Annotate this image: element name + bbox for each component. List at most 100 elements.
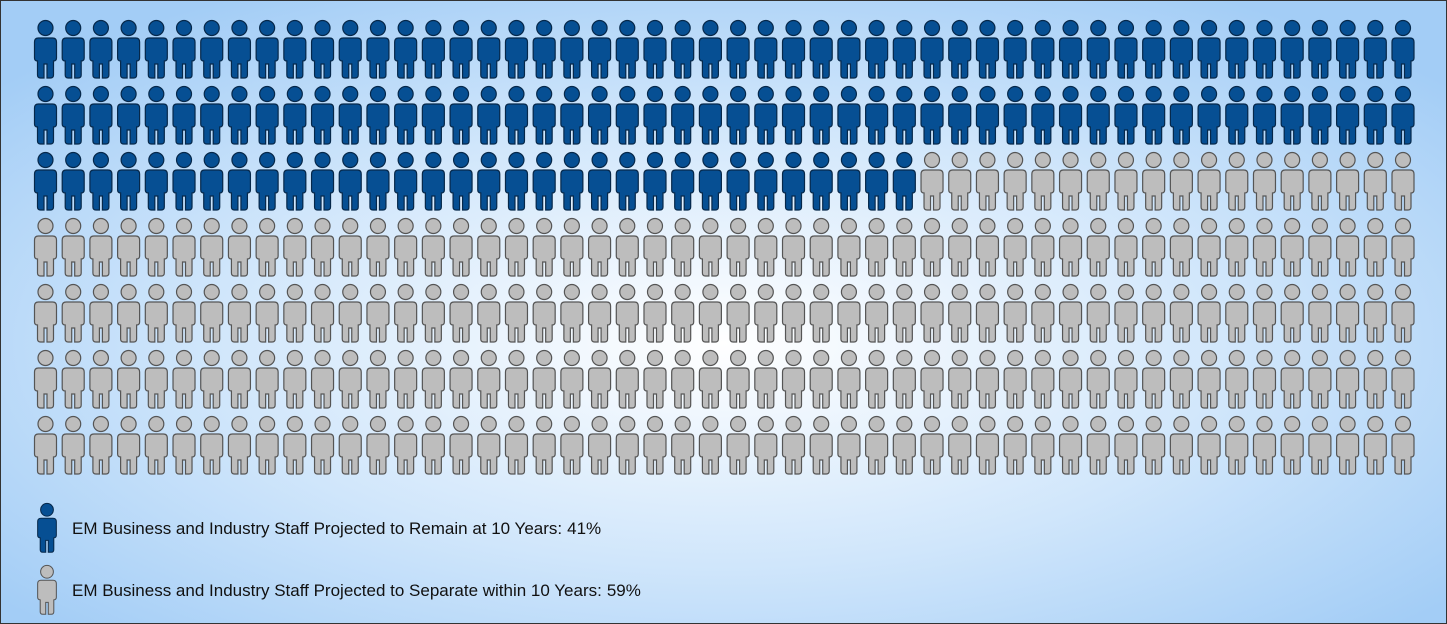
icon-head bbox=[120, 415, 137, 433]
icon-body bbox=[726, 301, 750, 343]
person-icon bbox=[117, 349, 141, 409]
person-icon bbox=[338, 283, 362, 343]
icon-body bbox=[172, 37, 196, 79]
icon-body bbox=[975, 235, 1000, 277]
icon-body bbox=[1335, 37, 1360, 79]
person-icon bbox=[1280, 19, 1304, 79]
icon-head bbox=[175, 349, 193, 367]
icon-head bbox=[951, 349, 968, 367]
person-icon bbox=[1058, 85, 1083, 145]
person-icon bbox=[698, 217, 722, 277]
icon-head bbox=[730, 415, 747, 433]
icon-head bbox=[397, 151, 414, 169]
icon-body bbox=[754, 235, 778, 277]
icon-head bbox=[452, 19, 470, 37]
icon-head bbox=[730, 85, 747, 103]
icon-body bbox=[1114, 103, 1138, 145]
icon-body bbox=[1391, 367, 1415, 409]
person-icon bbox=[255, 151, 279, 211]
icon-head bbox=[1145, 349, 1162, 367]
person-icon bbox=[643, 415, 667, 475]
person-icon bbox=[1086, 217, 1110, 277]
icon-body bbox=[1114, 37, 1138, 79]
icon-head bbox=[536, 349, 553, 367]
person-icon bbox=[1280, 85, 1304, 145]
icon-head bbox=[1367, 217, 1384, 235]
icon-body bbox=[1363, 169, 1387, 211]
icon-head bbox=[92, 283, 110, 301]
icon-body bbox=[1280, 367, 1304, 409]
person-icon bbox=[504, 85, 529, 145]
icon-head bbox=[286, 151, 303, 169]
person-icon bbox=[560, 283, 584, 343]
icon-body bbox=[615, 301, 639, 343]
person-icon bbox=[504, 151, 529, 211]
icon-head bbox=[591, 85, 608, 103]
person-icon bbox=[1335, 85, 1360, 145]
icon-body bbox=[504, 367, 529, 409]
icon-body bbox=[1031, 235, 1055, 277]
person-icon bbox=[781, 349, 806, 409]
person-icon bbox=[37, 502, 57, 553]
icon-body bbox=[920, 235, 944, 277]
person-icon bbox=[587, 349, 612, 409]
icon-body bbox=[1169, 169, 1193, 211]
person-icon bbox=[1086, 19, 1110, 79]
icon-body bbox=[504, 433, 529, 475]
icon-body bbox=[366, 367, 390, 409]
person-icon bbox=[310, 85, 335, 145]
icon-head bbox=[536, 283, 553, 301]
icon-head bbox=[1145, 85, 1162, 103]
person-icon bbox=[671, 19, 695, 79]
person-icon bbox=[394, 349, 418, 409]
person-icon bbox=[227, 415, 252, 475]
icon-body bbox=[283, 103, 307, 145]
person-icon bbox=[227, 217, 252, 277]
person-icon bbox=[532, 151, 556, 211]
person-icon bbox=[172, 151, 196, 211]
icon-body bbox=[1391, 169, 1415, 211]
person-icon bbox=[615, 85, 639, 145]
person-icon bbox=[366, 283, 390, 343]
icon-body bbox=[1335, 433, 1360, 475]
icon-body bbox=[255, 169, 279, 211]
person-icon bbox=[283, 415, 307, 475]
icon-body bbox=[504, 169, 529, 211]
icon-body bbox=[1142, 433, 1166, 475]
person-icon bbox=[89, 283, 113, 343]
icon-head bbox=[1228, 19, 1245, 37]
icon-head bbox=[536, 415, 553, 433]
person-icon bbox=[200, 349, 224, 409]
icon-body bbox=[477, 235, 501, 277]
icon-body bbox=[89, 367, 113, 409]
icon-body bbox=[1252, 367, 1277, 409]
icon-head bbox=[591, 19, 608, 37]
person-icon bbox=[1308, 283, 1332, 343]
person-icon bbox=[754, 151, 778, 211]
icon-body bbox=[726, 37, 750, 79]
person-icon bbox=[532, 415, 556, 475]
person-icon bbox=[504, 349, 529, 409]
icon-body bbox=[1252, 103, 1277, 145]
icon-head bbox=[951, 19, 968, 37]
icon-body bbox=[1197, 367, 1221, 409]
icon-head bbox=[536, 151, 553, 169]
person-icon bbox=[948, 217, 972, 277]
person-icon bbox=[338, 85, 362, 145]
icon-body bbox=[920, 169, 944, 211]
icon-body bbox=[1280, 169, 1304, 211]
icon-head bbox=[231, 217, 248, 235]
icon-head bbox=[1062, 415, 1079, 433]
icon-body bbox=[587, 367, 612, 409]
person-icon bbox=[1169, 349, 1193, 409]
person-icon bbox=[532, 19, 556, 79]
person-icon bbox=[1335, 151, 1360, 211]
icon-body bbox=[754, 301, 778, 343]
person-icon bbox=[1086, 349, 1110, 409]
person-icon bbox=[227, 349, 252, 409]
legend-name: EM Business and Industry Staff Projected… bbox=[72, 581, 602, 600]
icon-body bbox=[338, 367, 362, 409]
person-icon bbox=[920, 283, 944, 343]
icon-body bbox=[754, 367, 778, 409]
icon-head bbox=[1228, 349, 1245, 367]
